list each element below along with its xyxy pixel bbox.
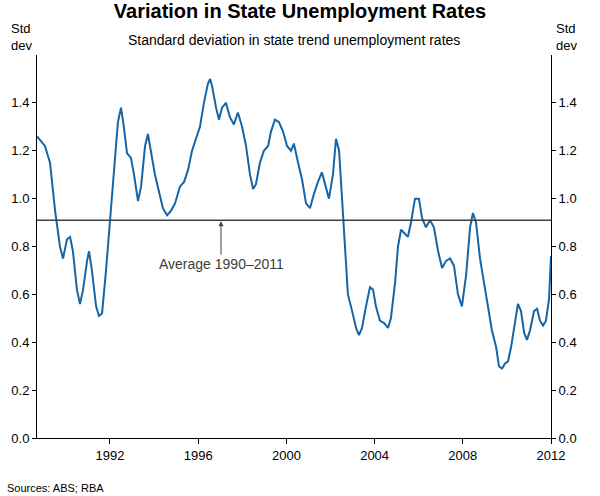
svg-text:0.4: 0.4	[11, 335, 29, 350]
svg-text:Standard deviation in state tr: Standard deviation in state trend unempl…	[128, 32, 460, 48]
svg-text:0.8: 0.8	[559, 239, 577, 254]
svg-text:Average 1990–2011: Average 1990–2011	[159, 256, 284, 272]
svg-text:0.8: 0.8	[11, 239, 29, 254]
svg-text:2004: 2004	[360, 448, 389, 463]
svg-text:Stddev: Stddev	[556, 21, 577, 53]
svg-text:Stddev: Stddev	[11, 21, 32, 53]
svg-text:2000: 2000	[272, 448, 301, 463]
svg-text:2008: 2008	[448, 448, 477, 463]
svg-text:1.4: 1.4	[11, 95, 29, 110]
svg-text:0.4: 0.4	[559, 335, 577, 350]
svg-text:1.0: 1.0	[559, 191, 577, 206]
svg-text:1.4: 1.4	[559, 95, 577, 110]
svg-text:1992: 1992	[96, 448, 125, 463]
svg-text:1996: 1996	[184, 448, 213, 463]
svg-text:1.2: 1.2	[559, 143, 577, 158]
svg-text:1.2: 1.2	[11, 143, 29, 158]
svg-text:Sources: ABS; RBA: Sources: ABS; RBA	[7, 482, 104, 494]
svg-text:0.6: 0.6	[559, 287, 577, 302]
svg-text:0.0: 0.0	[11, 431, 29, 446]
svg-text:1.0: 1.0	[11, 191, 29, 206]
svg-text:Variation in State Unemploymen: Variation in State Unemployment Rates	[114, 0, 486, 22]
svg-text:0.6: 0.6	[11, 287, 29, 302]
svg-text:2012: 2012	[537, 448, 566, 463]
svg-text:0.2: 0.2	[11, 383, 29, 398]
svg-text:0.0: 0.0	[559, 431, 577, 446]
svg-text:0.2: 0.2	[559, 383, 577, 398]
